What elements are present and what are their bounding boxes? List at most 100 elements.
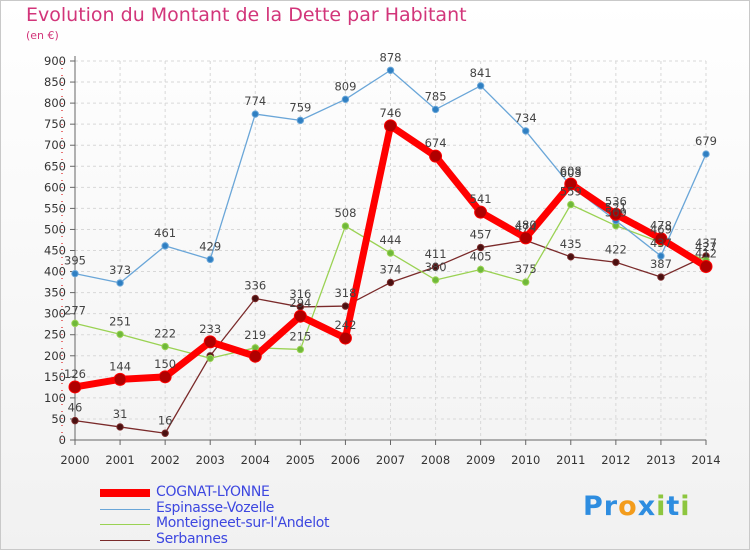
legend-item: Serbannes (100, 531, 430, 548)
data-point (657, 273, 665, 281)
data-label: 405 (470, 249, 492, 263)
data-label: 31 (113, 407, 128, 421)
data-label: 674 (425, 136, 447, 150)
data-point (612, 258, 620, 266)
y-tick-label: 250 (44, 328, 66, 342)
data-label: 427 (695, 240, 717, 254)
data-label: 294 (289, 296, 311, 310)
x-tick-label: 2001 (105, 453, 134, 467)
legend-swatch (100, 539, 150, 541)
data-point (341, 302, 350, 310)
data-point (657, 252, 665, 260)
data-label: 387 (650, 257, 672, 271)
legend-swatch (100, 523, 150, 525)
logo-letter: o (618, 491, 638, 522)
data-label: 508 (334, 206, 356, 220)
data-label: 461 (154, 226, 176, 240)
legend-item: Espinasse-Vozelle (100, 500, 430, 517)
data-label: 374 (380, 263, 402, 277)
data-point (431, 263, 440, 271)
logo-letter: x (637, 491, 657, 522)
legend-swatch (100, 508, 150, 510)
data-label: 608 (560, 164, 582, 178)
data-point (71, 269, 79, 278)
y-tick-label: 500 (44, 222, 66, 236)
data-point (116, 423, 124, 431)
x-tick-label: 2011 (556, 453, 585, 467)
x-tick-label: 2008 (421, 453, 450, 467)
data-point (654, 232, 668, 246)
data-point (161, 429, 169, 437)
data-label: 809 (334, 79, 356, 93)
x-tick-label: 2007 (376, 453, 405, 467)
data-label: 375 (515, 262, 537, 276)
data-label: 746 (380, 106, 402, 120)
data-point (293, 309, 307, 323)
data-point (206, 255, 214, 264)
data-label: 277 (64, 303, 86, 317)
data-label: 734 (515, 111, 537, 125)
y-tick-label: 350 (44, 286, 66, 300)
data-point (386, 249, 395, 257)
data-point (386, 66, 395, 74)
data-label: 150 (154, 357, 176, 371)
legend-swatch (100, 489, 150, 497)
data-label: 878 (380, 50, 402, 64)
logo-letter: i (680, 491, 691, 522)
chart-title: Evolution du Montant de la Dette par Hab… (26, 4, 467, 26)
data-point (609, 207, 623, 221)
data-label: 144 (109, 359, 131, 373)
data-point (296, 345, 305, 354)
logo-letter: r (603, 491, 619, 522)
y-tick-label: 750 (44, 117, 66, 131)
y-tick-label: 900 (44, 54, 66, 68)
data-label: 380 (425, 260, 447, 274)
data-point (113, 372, 127, 386)
data-label: 603 (560, 166, 582, 180)
data-point (519, 231, 533, 245)
data-point (248, 349, 262, 363)
data-label: 457 (470, 228, 492, 242)
data-label: 521 (605, 201, 627, 215)
data-label: 411 (425, 247, 447, 261)
data-label: 318 (334, 286, 356, 300)
data-label: 469 (650, 222, 672, 236)
y-axis-unit: (en €) (26, 29, 59, 42)
data-point (206, 354, 214, 363)
legend-item: Monteigneet-sur-l'Andelot (100, 515, 430, 532)
data-point (474, 205, 488, 219)
data-label: 435 (560, 237, 582, 251)
data-label: 336 (244, 279, 266, 293)
data-label: 316 (289, 287, 311, 301)
data-point (384, 119, 397, 133)
x-tick-label: 2006 (331, 453, 360, 467)
logo-letter: t (666, 491, 681, 522)
data-point (476, 243, 485, 252)
data-point (522, 127, 530, 135)
data-point (116, 279, 124, 287)
x-tick-label: 2004 (241, 453, 270, 467)
data-point (567, 200, 575, 209)
data-point (161, 242, 169, 250)
data-point (431, 276, 440, 284)
data-label: 219 (244, 328, 266, 342)
y-tick-label: 400 (44, 265, 66, 279)
data-label: 841 (470, 66, 492, 80)
data-label: 478 (650, 219, 672, 233)
data-label: 215 (289, 329, 311, 343)
data-label: 242 (334, 318, 356, 332)
data-point (341, 95, 350, 104)
data-label: 759 (289, 100, 311, 114)
data-label: 222 (154, 327, 176, 341)
data-label: 251 (109, 314, 131, 328)
data-point (71, 416, 79, 425)
legend-label: Espinasse-Vozelle (156, 500, 275, 516)
data-labels: 46 31 16 336 316 318 374 411 457 474 435 422 387 437 2… (64, 50, 717, 427)
data-point (567, 253, 575, 261)
data-point (251, 110, 259, 118)
data-point (699, 260, 713, 274)
y-tick-label: 850 (44, 75, 66, 89)
y-tick-label: 150 (44, 370, 66, 384)
